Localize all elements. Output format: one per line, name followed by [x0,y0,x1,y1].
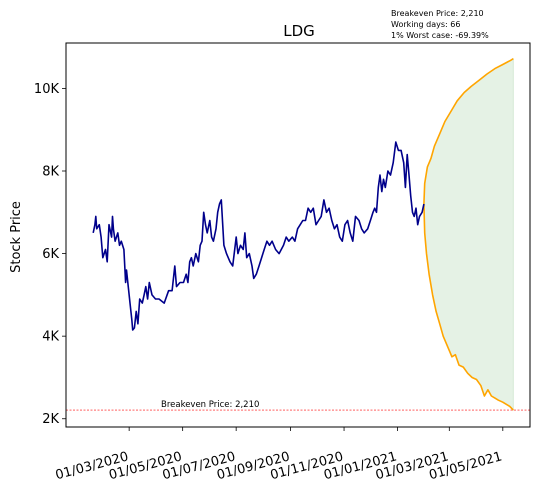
plot-area: Breakeven Price: 2,210 [66,57,530,412]
y-tick-label: 10K [34,82,60,97]
worst-case-stat: 1% Worst case: -69.39% [391,31,489,40]
y-tick-label: 2K [42,412,59,427]
y-axis-label: Stock Price [9,201,24,273]
plot-frame [65,42,531,428]
upper-bound-line [423,58,514,205]
breakeven-line-label: Breakeven Price: 2,210 [161,400,259,410]
y-tick-label: 8K [42,165,59,180]
forecast-band [423,57,514,412]
price-history-line [92,141,425,331]
working-days-stat: Working days: 66 [391,20,461,29]
y-tick-label: 4K [42,330,59,345]
breakeven-stat: Breakeven Price: 2,210 [391,9,484,18]
y-tick-label: 6K [42,247,59,262]
chart-title: LDG [283,22,315,40]
lower-bound-line [423,203,514,411]
statistics-box: Breakeven Price: 2,210 Working days: 66 … [391,8,489,41]
